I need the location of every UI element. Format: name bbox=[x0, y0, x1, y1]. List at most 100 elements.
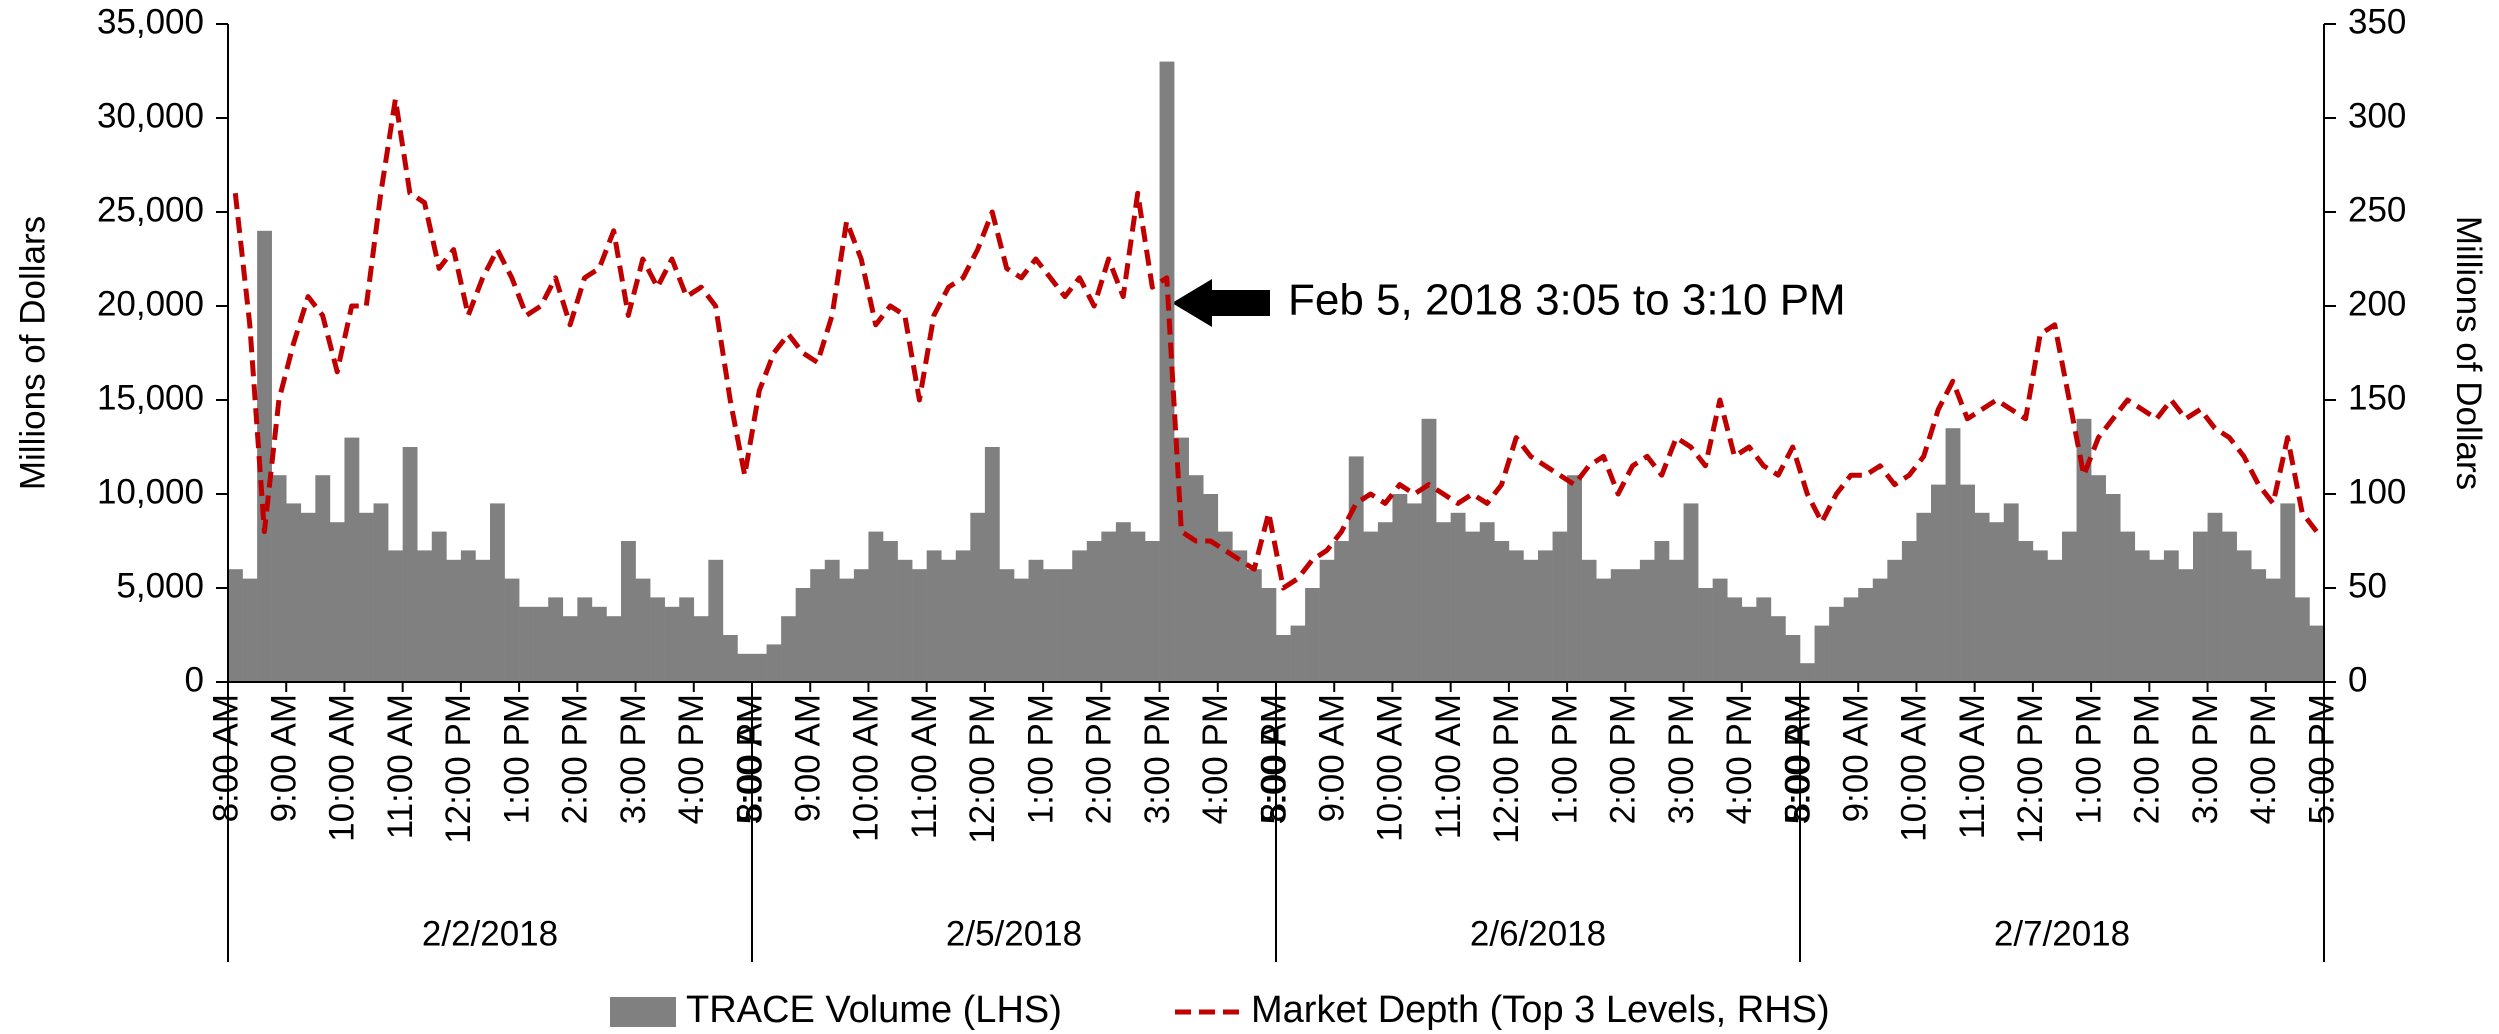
bar bbox=[460, 550, 476, 682]
bar bbox=[1960, 484, 1975, 682]
y-tick-label: 25,000 bbox=[97, 190, 204, 229]
x-tick-label: 3:00 PM bbox=[1138, 694, 1177, 824]
bar bbox=[1072, 550, 1088, 682]
bar bbox=[1290, 625, 1306, 682]
bar bbox=[1639, 559, 1655, 682]
x-tick-label: 5:00 PM bbox=[1778, 694, 1817, 824]
bar bbox=[1363, 531, 1379, 682]
bar bbox=[737, 653, 753, 682]
bar bbox=[1669, 559, 1684, 682]
bar bbox=[2091, 475, 2106, 682]
x-tick-label: 12:00 PM bbox=[2011, 694, 2050, 844]
bar bbox=[2280, 503, 2296, 682]
bar bbox=[446, 559, 462, 682]
x-tick-label: 10:00 AM bbox=[1371, 694, 1410, 842]
bar bbox=[591, 606, 607, 682]
bar bbox=[722, 635, 738, 682]
bar bbox=[1407, 503, 1422, 682]
bar bbox=[2134, 550, 2150, 682]
bar bbox=[1581, 559, 1597, 682]
x-tick-label: 8:00 AM bbox=[1778, 694, 1817, 822]
bar bbox=[1698, 588, 1713, 682]
x-tick-label: 3:00 PM bbox=[2186, 694, 2225, 824]
bar bbox=[1523, 559, 1539, 682]
bar bbox=[1392, 494, 1408, 682]
bar bbox=[679, 597, 695, 682]
y2-tick-label: 350 bbox=[2348, 2, 2406, 41]
bar bbox=[897, 559, 913, 682]
bar bbox=[1538, 550, 1553, 682]
bar bbox=[1712, 578, 1728, 682]
x-tick-label: 1:00 PM bbox=[2069, 694, 2108, 824]
x-tick-label: 1:00 PM bbox=[1545, 694, 1584, 824]
bar bbox=[388, 550, 403, 682]
bar bbox=[1625, 569, 1641, 682]
x-tick-label: 3:00 PM bbox=[614, 694, 653, 824]
bar bbox=[286, 503, 302, 682]
bar bbox=[1596, 578, 1612, 682]
bar bbox=[1843, 597, 1859, 682]
bar bbox=[955, 550, 971, 682]
x-tick-label: 4:00 PM bbox=[672, 694, 711, 824]
bar bbox=[824, 559, 840, 682]
x-tick-label: 2:00 PM bbox=[556, 694, 595, 824]
bar bbox=[1931, 484, 1946, 682]
x-tick-label: 4:00 PM bbox=[1196, 694, 1235, 824]
bar bbox=[1901, 541, 1917, 682]
bar bbox=[1057, 569, 1073, 682]
bar bbox=[1814, 625, 1830, 682]
bar bbox=[1377, 522, 1393, 682]
bar bbox=[1479, 522, 1495, 682]
group-label: 2/6/2018 bbox=[1470, 914, 1606, 953]
bar bbox=[228, 569, 243, 682]
x-tick-label: 11:00 AM bbox=[1429, 694, 1468, 839]
bar bbox=[490, 503, 505, 682]
bar bbox=[2265, 578, 2281, 682]
x-tick-label: 3:00 PM bbox=[1662, 694, 1701, 824]
bar bbox=[1785, 635, 1801, 682]
x-tick-label: 10:00 AM bbox=[1895, 694, 1934, 842]
y2-tick-label: 150 bbox=[2348, 378, 2406, 417]
bar bbox=[766, 644, 782, 682]
bar bbox=[2294, 597, 2310, 682]
x-tick-label: 9:00 AM bbox=[1836, 694, 1875, 822]
bar bbox=[664, 606, 680, 682]
bar bbox=[912, 569, 927, 682]
bar bbox=[1145, 541, 1160, 682]
bar bbox=[1465, 531, 1481, 682]
bar bbox=[999, 569, 1015, 682]
group-label: 2/5/2018 bbox=[946, 914, 1082, 953]
bar bbox=[1872, 578, 1888, 682]
x-tick-label: 5:00 PM bbox=[2302, 694, 2341, 824]
bar bbox=[2076, 418, 2092, 682]
bar bbox=[2032, 550, 2048, 682]
bar bbox=[1989, 522, 2005, 682]
group-label: 2/2/2018 bbox=[422, 914, 558, 953]
bar bbox=[242, 578, 258, 682]
bar bbox=[810, 569, 826, 682]
bar bbox=[1421, 418, 1437, 682]
bar bbox=[1305, 588, 1320, 682]
bar bbox=[1945, 428, 1961, 682]
bar bbox=[271, 475, 287, 682]
bar bbox=[984, 447, 1000, 682]
x-tick-label: 4:00 PM bbox=[1720, 694, 1759, 824]
x-tick-label: 9:00 AM bbox=[788, 694, 827, 822]
y2-tick-label: 50 bbox=[2348, 566, 2387, 605]
bar bbox=[1800, 663, 1815, 682]
annotation-arrow bbox=[1172, 279, 1270, 327]
bar bbox=[1974, 512, 1990, 682]
bar bbox=[1115, 522, 1131, 682]
bar bbox=[1436, 522, 1451, 682]
bar bbox=[926, 550, 942, 682]
bar bbox=[1014, 578, 1029, 682]
bar bbox=[1028, 559, 1044, 682]
x-tick-label: 4:00 PM bbox=[2244, 694, 2283, 824]
bar bbox=[1232, 550, 1248, 682]
bar bbox=[2062, 531, 2077, 682]
bar bbox=[839, 578, 855, 682]
x-tick-label: 9:00 AM bbox=[264, 694, 303, 822]
x-tick-label: 5:00 PM bbox=[730, 694, 769, 824]
bar bbox=[941, 559, 957, 682]
